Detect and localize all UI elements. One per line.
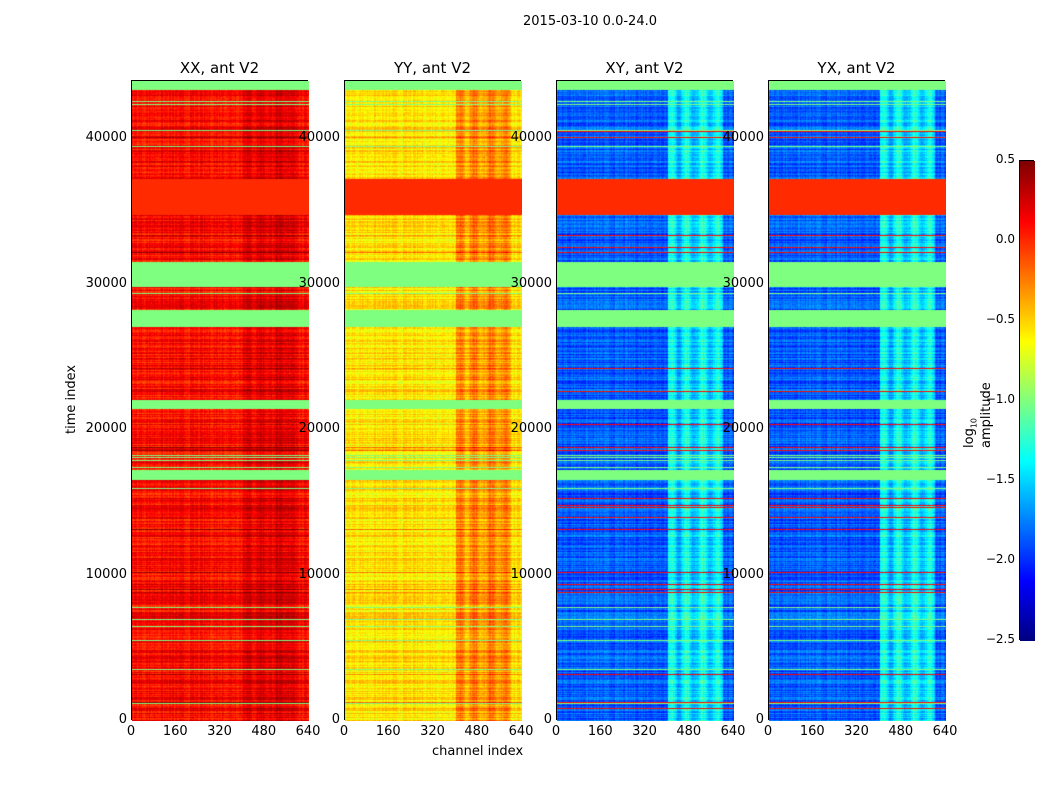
y-tick-label: 0 <box>118 712 127 727</box>
y-tick-label: 30000 <box>510 275 552 291</box>
colorbar-tick-label: −1.0 <box>985 392 1015 406</box>
heatmap-image <box>132 81 309 721</box>
figure-title: 2015-03-10 0.0-24.0 <box>523 14 657 29</box>
colorbar-label-sub: 10 <box>969 417 979 429</box>
heatmap-image <box>557 81 734 721</box>
x-tick-label: 320 <box>632 724 657 739</box>
colorbar <box>1019 160 1035 641</box>
x-tick-label: 320 <box>420 724 445 739</box>
y-tick-label: 40000 <box>510 130 552 146</box>
y-tick-label: 20000 <box>298 421 340 437</box>
panel-title: YX, ant V2 <box>817 59 896 77</box>
x-tick-label: 480 <box>888 724 914 739</box>
heatmap-image <box>769 81 946 721</box>
y-tick-label: 0 <box>755 712 764 727</box>
heatmap-image <box>345 81 522 721</box>
x-tick-label: 0 <box>551 724 561 739</box>
x-tick-label: 640 <box>932 724 958 739</box>
x-tick-label: 0 <box>763 724 773 739</box>
y-tick-label: 10000 <box>722 566 764 582</box>
heatmap-panel <box>131 80 309 721</box>
x-tick-label: 480 <box>464 724 490 739</box>
colorbar-tick-label: 0.0 <box>995 232 1015 246</box>
x-tick-label: 160 <box>587 724 613 739</box>
y-tick-label: 0 <box>331 712 340 727</box>
panel-title: XY, ant V2 <box>605 59 684 77</box>
y-tick-label: 0 <box>543 712 552 727</box>
y-tick-label: 40000 <box>298 130 340 146</box>
colorbar-tick-label: −2.5 <box>985 632 1015 646</box>
x-tick-label: 160 <box>162 724 188 739</box>
heatmap-panel <box>556 80 734 721</box>
x-tick-label: 640 <box>720 724 746 739</box>
x-tick-label: 320 <box>207 724 232 739</box>
colorbar-tick-label: −1.5 <box>985 472 1015 486</box>
colorbar-gradient <box>1020 161 1035 641</box>
y-tick-label: 40000 <box>722 130 764 146</box>
x-tick-label: 640 <box>295 724 321 739</box>
x-tick-label: 480 <box>676 724 702 739</box>
y-tick-label: 30000 <box>85 275 127 291</box>
x-tick-label: 0 <box>126 724 136 739</box>
panel-title: YY, ant V2 <box>393 59 471 77</box>
y-tick-label: 40000 <box>85 130 127 146</box>
heatmap-panel <box>344 80 522 721</box>
y-tick-label: 20000 <box>510 421 552 437</box>
x-tick-label: 640 <box>508 724 534 739</box>
y-tick-label: 30000 <box>298 275 340 291</box>
y-tick-label: 20000 <box>722 421 764 437</box>
colorbar-label-main: log <box>962 428 977 448</box>
colorbar-tick-label: −0.5 <box>985 312 1015 326</box>
y-tick-label: 10000 <box>510 566 552 582</box>
y-tick-label: 10000 <box>298 566 340 582</box>
x-tick-label: 320 <box>844 724 869 739</box>
panel-title: XX, ant V2 <box>179 59 260 77</box>
heatmap-panel <box>768 80 946 721</box>
colorbar-tick-label: −2.0 <box>985 552 1015 566</box>
y-tick-label: 20000 <box>85 421 127 437</box>
y-tick-label: 10000 <box>85 566 127 582</box>
x-tick-label: 160 <box>375 724 401 739</box>
x-tick-label: 480 <box>251 724 277 739</box>
y-tick-label: 30000 <box>722 275 764 291</box>
x-tick-label: 160 <box>799 724 825 739</box>
x-tick-label: 0 <box>339 724 349 739</box>
x-axis-label: channel index <box>432 744 524 759</box>
colorbar-tick-label: 0.5 <box>995 152 1015 166</box>
